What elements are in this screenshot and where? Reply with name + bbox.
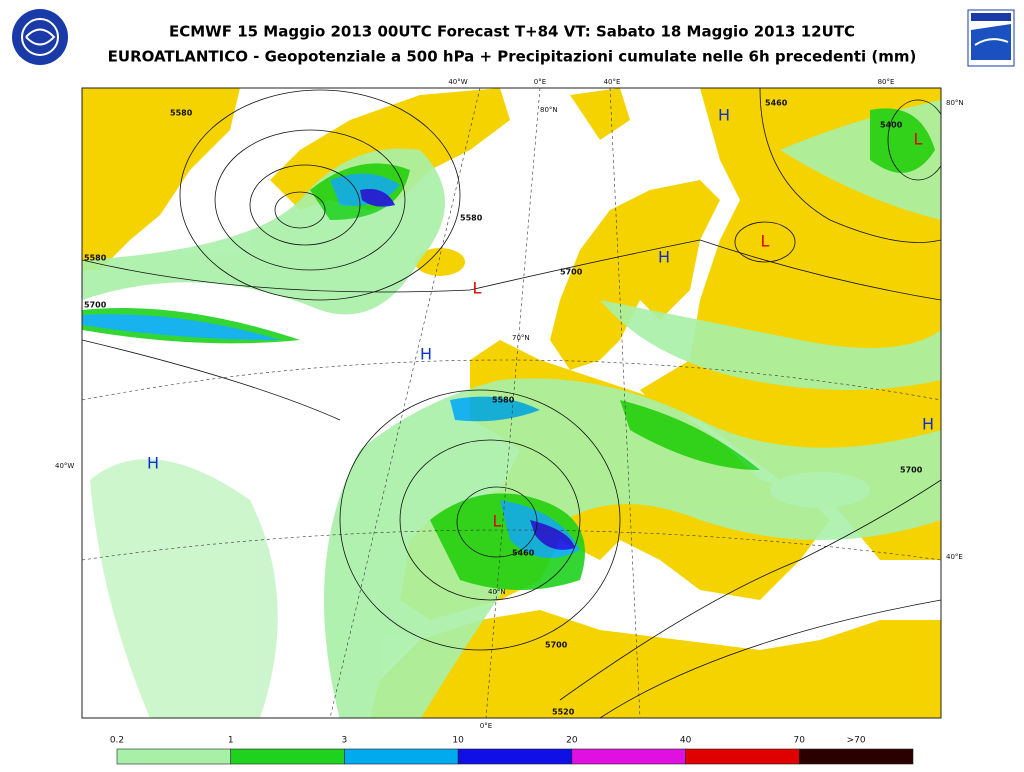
subtitle: EUROATLANTICO - Geopotenziale a 500 hPa … xyxy=(108,48,917,66)
grid-label: 80°E xyxy=(878,78,895,86)
colorbar-label: 0.2 xyxy=(110,736,124,746)
grid-label: 80°N xyxy=(946,99,964,107)
colorbar-label: 1 xyxy=(228,736,234,746)
map-frame xyxy=(81,87,942,719)
title: ECMWF 15 Maggio 2013 00UTC Forecast T+84… xyxy=(169,23,855,41)
contour-label: 5580 xyxy=(460,214,483,223)
contour-label: 5520 xyxy=(552,708,575,717)
contour-label: 5460 xyxy=(765,99,788,108)
colorbar-swatch xyxy=(116,748,232,765)
logo-right xyxy=(967,9,1015,67)
colorbar-swatch xyxy=(571,748,686,765)
colorbar-swatch xyxy=(685,748,800,765)
grid-label: 40°W xyxy=(448,78,467,86)
colorbar-label: >70 xyxy=(847,736,866,746)
low-marker: L xyxy=(761,232,770,251)
grid-label: 40°E xyxy=(604,78,621,86)
logo-left xyxy=(12,9,68,65)
grid-label: 80°N xyxy=(540,106,558,114)
grid-label: 70°N xyxy=(512,334,530,342)
low-marker: L xyxy=(473,279,482,298)
high-marker: H xyxy=(420,345,432,364)
isohypses xyxy=(82,88,941,718)
contour-label: 5700 xyxy=(900,466,923,475)
precipitation xyxy=(82,100,941,718)
contour-label: 5580 xyxy=(170,109,193,118)
grid-label: 40°W xyxy=(55,462,74,470)
grid-label: 0°E xyxy=(480,722,492,730)
contour-label: 5700 xyxy=(560,268,583,277)
contour-label: 5580 xyxy=(84,254,107,263)
high-marker: H xyxy=(922,415,934,434)
contour-label: 5700 xyxy=(545,641,568,650)
colorbar-swatch xyxy=(798,748,914,765)
contour-label: 5700 xyxy=(84,301,107,310)
colorbar-label: 40 xyxy=(680,736,692,746)
colorbar-label: 20 xyxy=(566,736,578,746)
high-marker: H xyxy=(718,106,730,125)
map: H H H H H L L L L 5580 5580 5580 5580 57… xyxy=(82,88,941,718)
colorbar-swatch xyxy=(457,748,573,765)
low-marker: L xyxy=(914,130,923,149)
colorbar-swatch xyxy=(344,748,459,765)
contour-label: 5460 xyxy=(512,549,535,558)
graticule xyxy=(82,88,941,718)
high-marker: H xyxy=(147,454,159,473)
grid-label: 40°E xyxy=(946,553,963,561)
colorbar-label: 10 xyxy=(452,736,464,746)
colorbar-label: 3 xyxy=(342,736,348,746)
low-marker: L xyxy=(493,512,502,531)
colorbar-swatch xyxy=(230,748,345,765)
colorbar: 0.2 1 3 10 20 40 70 >70 xyxy=(110,736,914,765)
contour-label: 5580 xyxy=(492,396,515,405)
grid-label: 0°E xyxy=(534,78,546,86)
contour-label: 5400 xyxy=(880,121,903,130)
high-marker: H xyxy=(658,248,670,267)
colorbar-label: 70 xyxy=(794,736,806,746)
grid-label: 40°N xyxy=(488,588,506,596)
